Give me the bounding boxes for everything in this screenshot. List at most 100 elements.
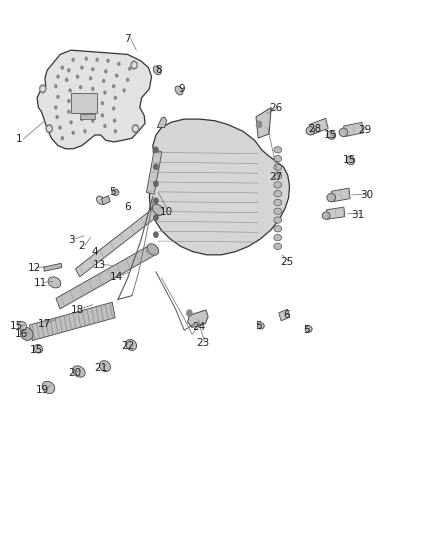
Text: 27: 27 <box>269 172 282 182</box>
Circle shape <box>154 181 158 187</box>
Text: 16: 16 <box>15 329 28 340</box>
Circle shape <box>126 78 129 82</box>
Circle shape <box>56 75 60 79</box>
Ellipse shape <box>327 193 336 202</box>
Text: 1: 1 <box>15 134 22 144</box>
Text: 29: 29 <box>358 125 371 135</box>
Ellipse shape <box>73 366 85 377</box>
Ellipse shape <box>274 173 282 179</box>
Circle shape <box>128 67 131 71</box>
Text: 7: 7 <box>124 34 131 44</box>
Circle shape <box>112 84 116 88</box>
Circle shape <box>115 74 118 78</box>
Circle shape <box>132 63 136 67</box>
Ellipse shape <box>306 126 315 135</box>
Circle shape <box>134 126 137 131</box>
Circle shape <box>77 96 81 100</box>
Polygon shape <box>146 150 162 195</box>
Text: 20: 20 <box>68 368 81 377</box>
Circle shape <box>71 131 75 135</box>
Ellipse shape <box>274 164 282 171</box>
Circle shape <box>101 101 104 106</box>
Circle shape <box>78 107 81 111</box>
Ellipse shape <box>153 66 161 75</box>
Text: 24: 24 <box>192 322 205 333</box>
Text: 23: 23 <box>196 338 209 349</box>
Text: 3: 3 <box>68 235 74 245</box>
Ellipse shape <box>274 190 282 197</box>
Text: 11: 11 <box>34 278 47 288</box>
Circle shape <box>41 87 45 91</box>
Ellipse shape <box>34 344 42 353</box>
Circle shape <box>154 147 158 152</box>
Polygon shape <box>279 309 290 321</box>
Ellipse shape <box>274 235 282 241</box>
Circle shape <box>46 124 53 133</box>
Ellipse shape <box>274 147 282 153</box>
Circle shape <box>113 118 116 123</box>
Circle shape <box>95 58 99 62</box>
Text: 30: 30 <box>360 190 374 200</box>
Circle shape <box>256 121 261 127</box>
Ellipse shape <box>322 212 330 219</box>
Ellipse shape <box>175 86 183 95</box>
Circle shape <box>122 88 126 93</box>
Circle shape <box>56 95 60 99</box>
Circle shape <box>39 85 46 93</box>
Polygon shape <box>332 188 350 202</box>
Circle shape <box>58 125 62 130</box>
Circle shape <box>54 106 57 110</box>
Text: 15: 15 <box>323 130 337 140</box>
Circle shape <box>71 58 75 62</box>
Text: 14: 14 <box>110 272 124 282</box>
Circle shape <box>101 114 104 117</box>
Circle shape <box>103 91 107 95</box>
Circle shape <box>80 117 84 121</box>
Circle shape <box>114 129 117 133</box>
Text: 17: 17 <box>38 319 52 329</box>
Ellipse shape <box>96 196 105 204</box>
Circle shape <box>91 67 95 71</box>
Circle shape <box>65 78 68 82</box>
Text: 5: 5 <box>109 187 116 197</box>
Text: 6: 6 <box>124 202 131 212</box>
Ellipse shape <box>257 322 264 329</box>
Text: 31: 31 <box>352 209 365 220</box>
Ellipse shape <box>152 204 164 215</box>
Ellipse shape <box>99 361 110 372</box>
Text: 10: 10 <box>160 207 173 217</box>
Polygon shape <box>256 108 271 138</box>
Polygon shape <box>56 245 154 309</box>
Circle shape <box>112 107 116 111</box>
Text: 26: 26 <box>269 103 282 114</box>
Circle shape <box>85 56 88 61</box>
Circle shape <box>68 88 72 93</box>
Ellipse shape <box>48 277 61 288</box>
Circle shape <box>69 120 73 124</box>
Text: 15: 15 <box>343 156 356 165</box>
Circle shape <box>103 124 107 128</box>
Text: 6: 6 <box>283 310 290 320</box>
Ellipse shape <box>274 182 282 188</box>
Ellipse shape <box>274 225 282 232</box>
Text: 2: 2 <box>78 241 85 252</box>
FancyBboxPatch shape <box>80 114 95 119</box>
Text: 15: 15 <box>30 345 43 356</box>
Circle shape <box>67 99 71 103</box>
Text: 22: 22 <box>121 341 134 351</box>
Circle shape <box>89 98 92 102</box>
Ellipse shape <box>327 131 336 139</box>
Polygon shape <box>102 196 110 205</box>
Text: 18: 18 <box>71 305 84 315</box>
Circle shape <box>55 115 59 119</box>
Circle shape <box>154 198 158 204</box>
Ellipse shape <box>274 156 282 162</box>
Polygon shape <box>344 123 364 136</box>
Ellipse shape <box>274 208 282 214</box>
Ellipse shape <box>18 321 27 330</box>
Circle shape <box>106 59 110 63</box>
Circle shape <box>80 66 84 70</box>
Polygon shape <box>37 50 152 149</box>
Circle shape <box>67 110 71 114</box>
Circle shape <box>131 61 138 69</box>
